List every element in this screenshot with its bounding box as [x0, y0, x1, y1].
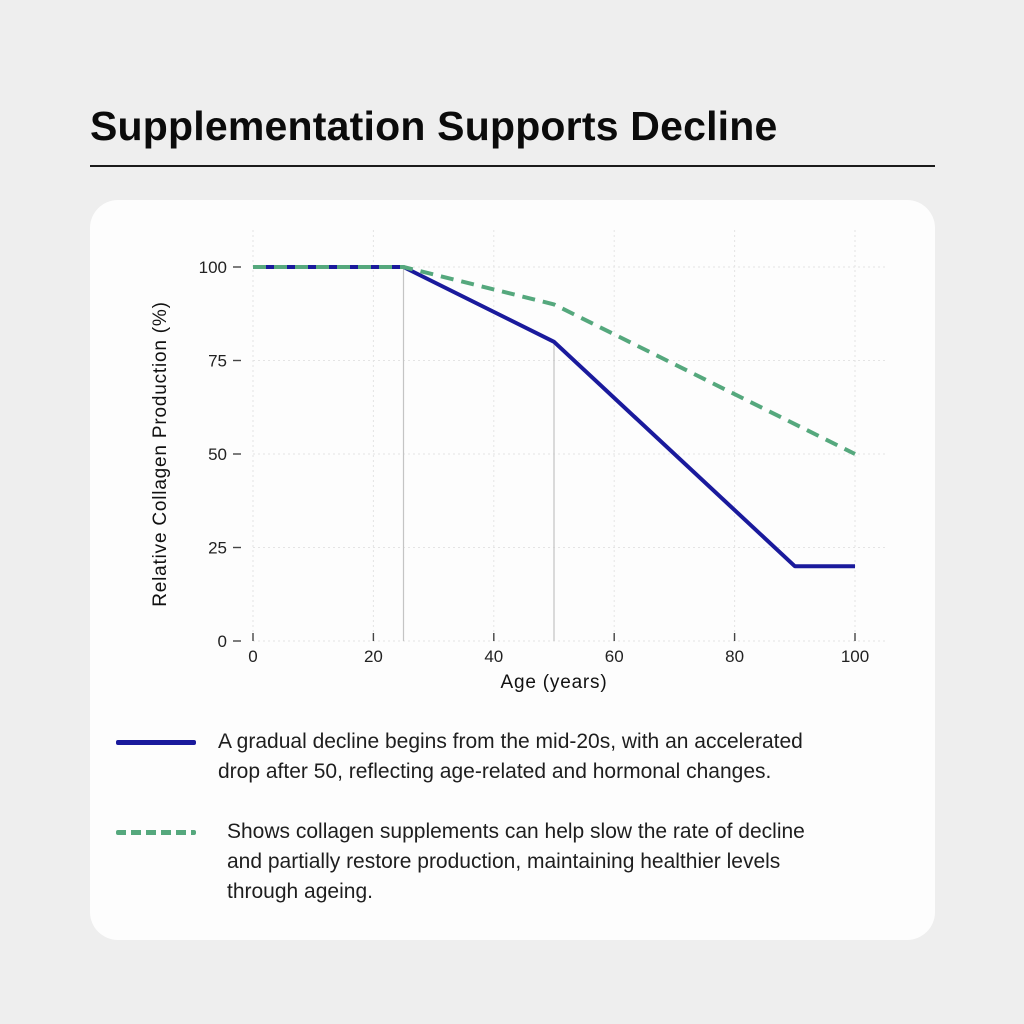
solid-line-swatch: [116, 740, 196, 745]
y-tick-label: 100: [199, 258, 227, 277]
y-axis-label: Relative Collagen Production (%): [150, 301, 171, 606]
y-tick-label: 25: [208, 539, 227, 558]
x-tick-label: 100: [841, 647, 869, 666]
series-with-supplementation: [253, 265, 856, 456]
title-underline: [90, 165, 935, 167]
y-tick-label: 50: [208, 445, 227, 464]
x-tick-label: 80: [725, 647, 744, 666]
y-tick-label: 75: [208, 352, 227, 371]
x-tick-label: 0: [248, 647, 257, 666]
x-axis-label: Age (years): [500, 672, 607, 693]
x-tick-label: 60: [605, 647, 624, 666]
x-tick-label: 40: [484, 647, 503, 666]
collagen-chart: 0 25 50 75 100 0 20 40 60 80 100 Age (years) Relativ…: [150, 230, 885, 693]
legend-text-natural-decline: A gradual decline begins from the mid-20…: [218, 730, 803, 783]
chart-card: 0 25 50 75 100 0 20 40 60 80 100 Age (years) Relativ…: [90, 200, 935, 940]
dashed-line-swatch: [116, 830, 196, 835]
page-title: Supplementation Supports Decline: [90, 103, 778, 149]
x-tick-label: 20: [364, 647, 383, 666]
series-natural-collagen-decline: [253, 265, 855, 569]
legend-text-supplementation: Shows collagen supplements can help slow…: [227, 820, 805, 903]
y-tick-label: 0: [218, 632, 227, 651]
